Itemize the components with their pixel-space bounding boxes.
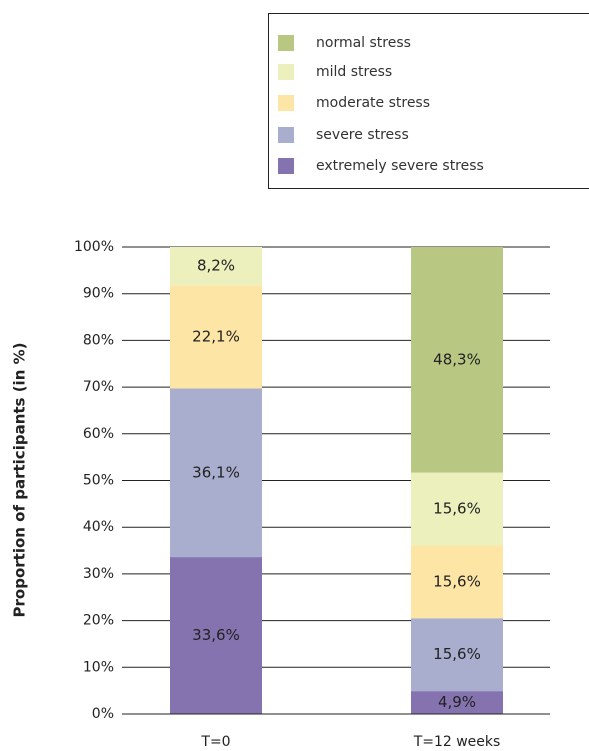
y-tick-label: 20% bbox=[83, 613, 114, 629]
y-tick-label: 50% bbox=[83, 473, 114, 489]
legend-label: moderate stress bbox=[316, 95, 430, 111]
legend-swatch bbox=[278, 64, 294, 80]
y-tick-label: 100% bbox=[74, 239, 114, 255]
value-label: 15,6% bbox=[433, 572, 481, 590]
y-tick-label: 30% bbox=[83, 566, 114, 582]
value-label: 22,1% bbox=[192, 327, 240, 345]
bar-segment bbox=[170, 557, 262, 714]
y-tick-label: 10% bbox=[83, 659, 114, 675]
bar-segment bbox=[170, 285, 262, 389]
bar-segment bbox=[411, 691, 503, 714]
y-tick-label: 90% bbox=[83, 286, 114, 302]
value-label: 36,1% bbox=[192, 463, 240, 481]
y-tick-label: 0% bbox=[92, 706, 114, 722]
value-label: 15,6% bbox=[433, 499, 481, 517]
bar-segment bbox=[411, 247, 503, 473]
y-axis-title: Proportion of participants (in %) bbox=[11, 343, 29, 618]
bar-segment bbox=[411, 472, 503, 546]
legend-label: normal stress bbox=[316, 35, 411, 51]
y-tick-label: 70% bbox=[83, 379, 114, 395]
value-label: 4,9% bbox=[438, 693, 476, 711]
legend-swatch bbox=[278, 35, 294, 51]
bar-segment bbox=[411, 545, 503, 619]
value-label: 15,6% bbox=[433, 645, 481, 663]
x-tick-label: T=12 weeks bbox=[413, 734, 501, 750]
legend-box bbox=[268, 13, 589, 189]
legend-swatch bbox=[278, 95, 294, 111]
bar-segment bbox=[170, 388, 262, 558]
legend-label: extremely severe stress bbox=[316, 158, 484, 174]
y-tick-label: 40% bbox=[83, 519, 114, 535]
legend-label: severe stress bbox=[316, 127, 409, 143]
legend-swatch bbox=[278, 158, 294, 174]
bar-segment bbox=[170, 247, 262, 286]
value-label: 48,3% bbox=[433, 350, 481, 368]
bar-segment bbox=[411, 618, 503, 692]
value-label: 8,2% bbox=[197, 257, 235, 275]
legend-swatch bbox=[278, 127, 294, 143]
x-tick-label: T=0 bbox=[200, 734, 230, 750]
value-label: 33,6% bbox=[192, 626, 240, 644]
legend-label: mild stress bbox=[316, 64, 392, 80]
y-tick-label: 60% bbox=[83, 426, 114, 442]
y-tick-label: 80% bbox=[83, 332, 114, 348]
